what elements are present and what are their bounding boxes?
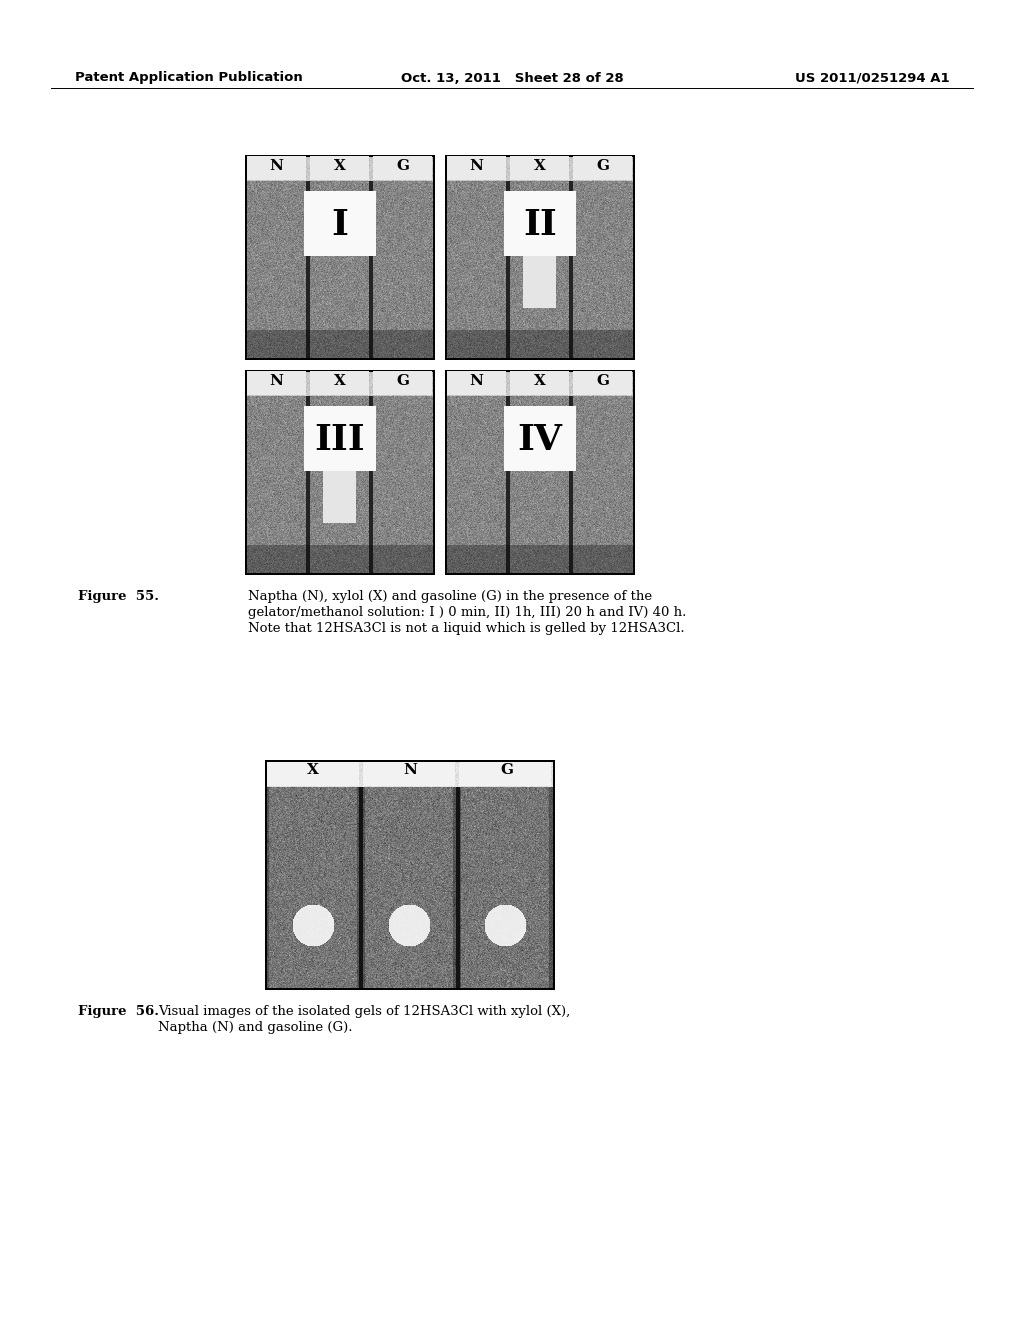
Text: N: N	[269, 160, 284, 173]
Text: X: X	[334, 375, 346, 388]
Text: N: N	[403, 763, 417, 777]
Text: X: X	[307, 763, 319, 777]
Text: X: X	[535, 375, 546, 388]
Text: Oct. 13, 2011   Sheet 28 of 28: Oct. 13, 2011 Sheet 28 of 28	[400, 71, 624, 84]
Text: N: N	[470, 160, 483, 173]
Text: Figure  56.: Figure 56.	[78, 1005, 159, 1018]
Text: G: G	[597, 160, 610, 173]
Text: N: N	[269, 375, 284, 388]
Text: X: X	[535, 160, 546, 173]
Text: I: I	[332, 207, 348, 242]
Text: Naptha (N), xylol (X) and gasoline (G) in the presence of the: Naptha (N), xylol (X) and gasoline (G) i…	[248, 590, 652, 603]
Text: N: N	[470, 375, 483, 388]
Text: IV: IV	[517, 422, 562, 457]
Text: X: X	[334, 160, 346, 173]
Text: G: G	[500, 763, 513, 777]
Text: G: G	[397, 160, 410, 173]
Text: III: III	[314, 422, 366, 457]
Text: II: II	[523, 207, 557, 242]
Text: Figure  55.: Figure 55.	[78, 590, 159, 603]
Text: Visual images of the isolated gels of 12HSA3Cl with xylol (X),: Visual images of the isolated gels of 12…	[158, 1005, 570, 1018]
Text: Note that 12HSA3Cl is not a liquid which is gelled by 12HSA3Cl.: Note that 12HSA3Cl is not a liquid which…	[248, 622, 685, 635]
Text: G: G	[397, 375, 410, 388]
Text: US 2011/0251294 A1: US 2011/0251294 A1	[796, 71, 950, 84]
Text: G: G	[597, 375, 610, 388]
Text: Naptha (N) and gasoline (G).: Naptha (N) and gasoline (G).	[158, 1020, 352, 1034]
Text: Patent Application Publication: Patent Application Publication	[75, 71, 303, 84]
Text: gelator/methanol solution: I ) 0 min, II) 1h, III) 20 h and IV) 40 h.: gelator/methanol solution: I ) 0 min, II…	[248, 606, 686, 619]
